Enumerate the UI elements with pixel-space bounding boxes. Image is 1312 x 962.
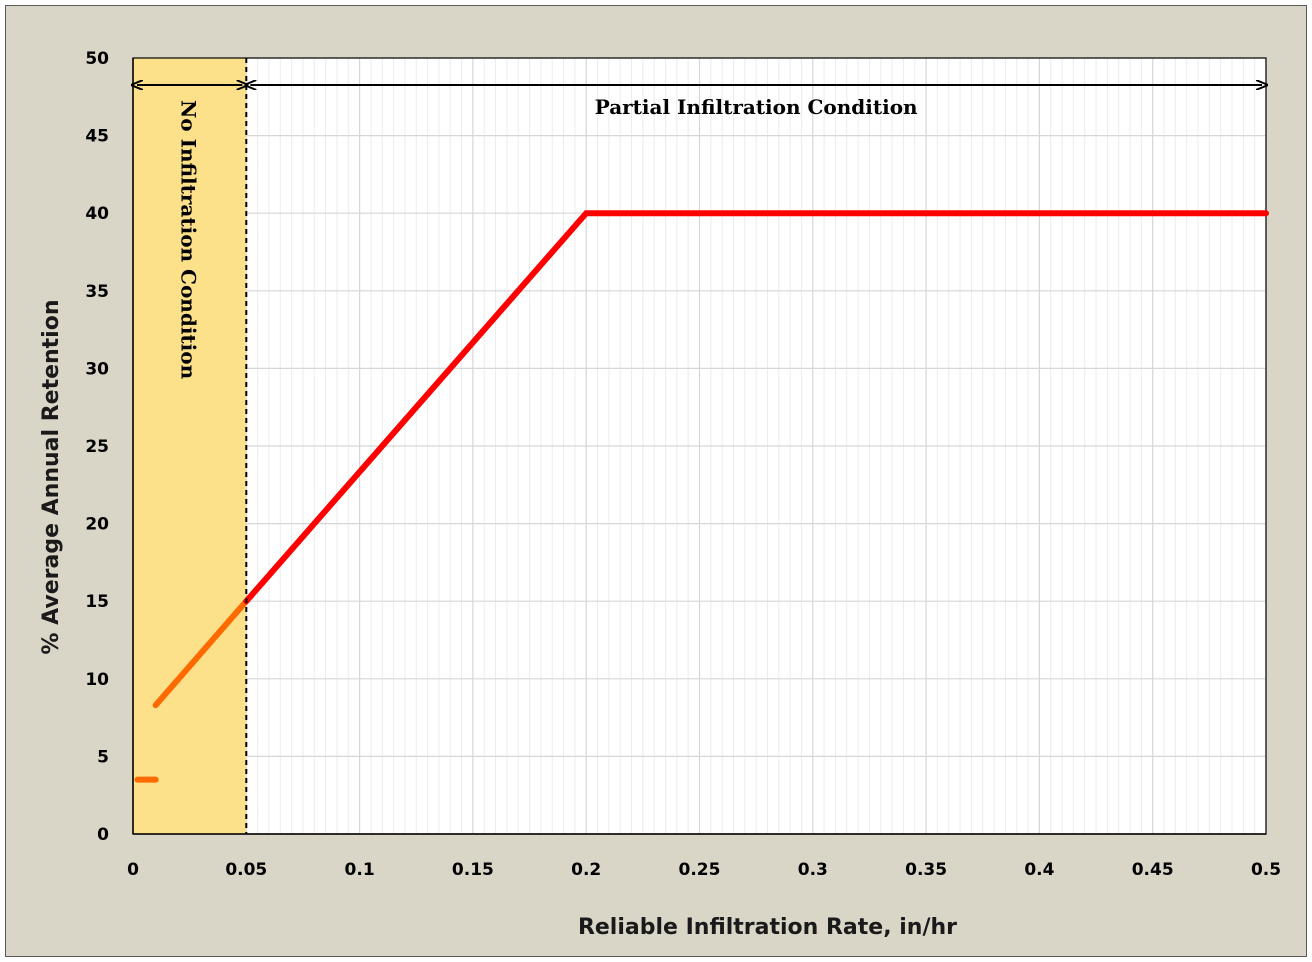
partial-infiltration-label: Partial Infiltration Condition <box>595 95 918 119</box>
y-axis-title: % Average Annual Retention <box>39 299 64 654</box>
y-tick-label: 25 <box>85 437 109 457</box>
x-tick-label: 0.45 <box>1132 860 1174 880</box>
no-infiltration-region <box>133 58 247 834</box>
x-tick-label: 0.25 <box>679 860 721 880</box>
x-tick-label: 0.4 <box>1024 860 1054 880</box>
chart-frame: No Infiltration Condition Partial Infiltr… <box>5 5 1307 957</box>
x-tick-label: 0.3 <box>798 860 828 880</box>
y-tick-label: 0 <box>97 825 109 845</box>
y-tick-label: 5 <box>97 747 109 767</box>
x-tick-label: 0.5 <box>1251 860 1281 880</box>
x-tick-label: 0.15 <box>452 860 494 880</box>
y-tick-label: 20 <box>85 515 109 535</box>
x-axis-title: Reliable Infiltration Rate, in/hr <box>578 915 957 940</box>
x-tick-label: 0.1 <box>345 860 375 880</box>
x-tick-label: 0.35 <box>905 860 947 880</box>
x-tick-label: 0.2 <box>571 860 601 880</box>
series-line <box>152 598 250 709</box>
y-tick-label: 35 <box>85 282 109 302</box>
plot-border <box>132 57 1267 835</box>
x-tick-label: 0.05 <box>225 860 267 880</box>
y-tick-label: 10 <box>85 670 109 690</box>
no-infiltration-label: No Infiltration Condition <box>177 100 201 380</box>
series-line <box>243 210 1269 605</box>
y-tick-label: 50 <box>85 49 109 69</box>
retention-chart: No Infiltration Condition Partial Infiltr… <box>39 49 1281 940</box>
y-tick-label: 15 <box>85 592 109 612</box>
y-tick-label: 30 <box>85 359 109 379</box>
y-tick-label: 45 <box>85 127 109 147</box>
x-tick-label: 0 <box>127 860 139 880</box>
y-tick-label: 40 <box>85 204 109 224</box>
